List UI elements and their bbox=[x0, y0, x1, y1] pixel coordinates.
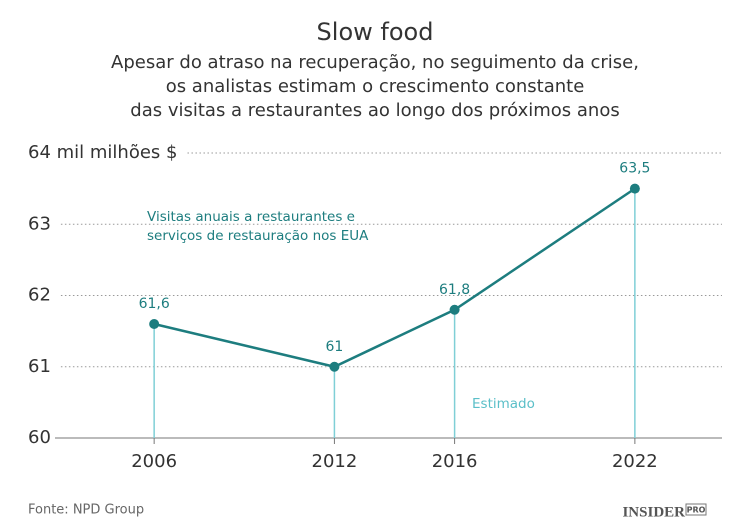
subtitle: Apesar do atraso na recuperação, no segu… bbox=[111, 52, 639, 73]
logo-tag: PRO bbox=[687, 506, 706, 515]
line bbox=[153, 187, 636, 369]
y-tick-label: 63 bbox=[28, 213, 51, 234]
y-tick-label: 62 bbox=[28, 285, 51, 306]
value-label: 61 bbox=[326, 339, 344, 355]
x-tick-label: 2016 bbox=[432, 451, 478, 472]
subtitle: das visitas a restaurantes ao longo dos … bbox=[130, 100, 619, 121]
x-tick-label: 2022 bbox=[612, 451, 658, 472]
value-label: 61,8 bbox=[439, 282, 470, 298]
y-tick-label: 64 mil milhões $ bbox=[28, 142, 177, 163]
logo: INSIDER bbox=[622, 504, 685, 520]
point bbox=[449, 304, 460, 315]
chart-title: Slow food bbox=[317, 18, 434, 46]
value-label: 63,5 bbox=[619, 161, 650, 177]
point bbox=[329, 361, 340, 372]
logo-box bbox=[685, 503, 707, 516]
source: Fonte: NPD Group bbox=[28, 503, 144, 518]
annotation: serviços de restauração nos EUA bbox=[147, 228, 369, 244]
y-tick-label: 60 bbox=[28, 427, 51, 448]
annotation: Visitas anuais a restaurantes e bbox=[147, 209, 355, 225]
point bbox=[629, 183, 640, 194]
x-tick-label: 2012 bbox=[312, 451, 358, 472]
x-tick-label: 2006 bbox=[131, 451, 177, 472]
point bbox=[149, 319, 160, 329]
value-label: 61,6 bbox=[139, 296, 170, 312]
y-tick-label: 61 bbox=[28, 356, 51, 377]
subtitle: os analistas estimam o crescimento const… bbox=[166, 76, 585, 97]
estimate-label: Estimado bbox=[472, 396, 535, 412]
